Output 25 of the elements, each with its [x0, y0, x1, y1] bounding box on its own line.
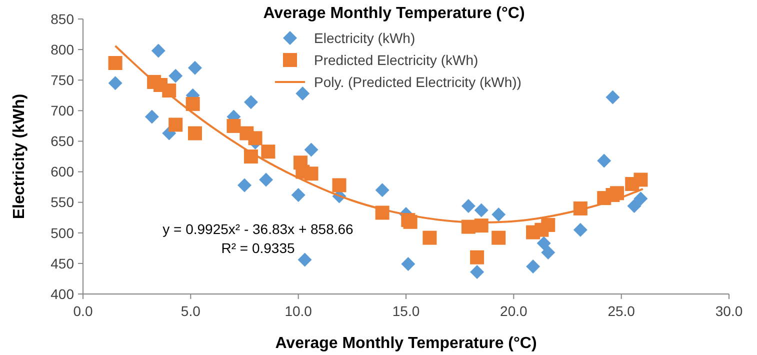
annotation: R² = 0.9335 — [221, 240, 295, 256]
y-tick-label: 750 — [50, 72, 74, 88]
y-tick-label: 450 — [50, 255, 74, 272]
annotation: y = 0.9925x² - 36.83x + 858.66 — [162, 221, 354, 237]
x-axis-title: Average Monthly Temperature (°C) — [275, 335, 537, 352]
x-tick-label: 15.0 — [392, 303, 420, 319]
legend-label: Predicted Electricity (kWh) — [314, 52, 478, 68]
legend-label: Electricity (kWh) — [314, 30, 416, 46]
y-tick-label: 600 — [50, 164, 74, 180]
x-tick-label: 25.0 — [608, 303, 636, 319]
y-axis-title: Electricity (kWh) — [11, 94, 28, 220]
x-tick-label: 20.0 — [500, 303, 528, 319]
y-tick-label: 800 — [50, 41, 74, 58]
y-tick-label: 650 — [50, 133, 74, 150]
legend-label: Poly. (Predicted Electricity (kWh)) — [314, 74, 522, 90]
x-tick-label: 0.0 — [73, 303, 93, 319]
y-tick-label: 400 — [50, 286, 74, 302]
chart-title: Average Monthly Temperature (°C) — [263, 5, 525, 22]
x-tick-label: 5.0 — [180, 303, 201, 319]
y-tick-label: 850 — [50, 10, 74, 27]
y-tick-label: 700 — [50, 102, 74, 119]
x-tick-label: 10.0 — [284, 303, 312, 319]
y-tick-label: 550 — [50, 194, 74, 210]
y-tick-label: 500 — [50, 224, 74, 241]
x-tick-label: 30.0 — [715, 303, 743, 319]
